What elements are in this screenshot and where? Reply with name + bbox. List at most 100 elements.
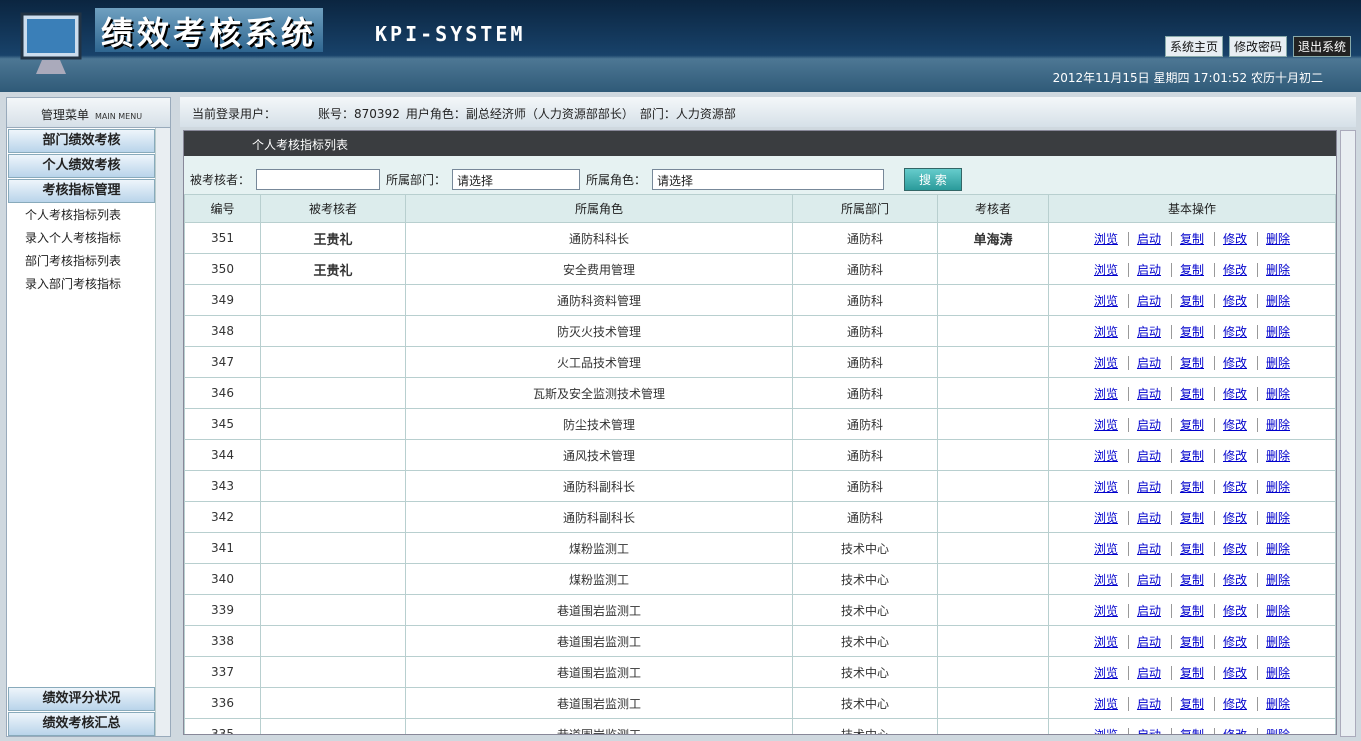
dept-select[interactable]: 请选择 [452, 168, 581, 190]
action-link[interactable]: 浏览 [1093, 417, 1118, 432]
action-link[interactable]: 启动 [1127, 479, 1161, 494]
action-link[interactable]: 修改 [1214, 231, 1248, 246]
action-link[interactable]: 启动 [1127, 417, 1161, 432]
action-link[interactable]: 复制 [1170, 417, 1204, 432]
action-link[interactable]: 浏览 [1093, 355, 1118, 370]
action-link[interactable]: 删除 [1257, 634, 1291, 649]
action-link[interactable]: 删除 [1257, 448, 1291, 463]
action-link[interactable]: 删除 [1257, 417, 1291, 432]
action-link[interactable]: 启动 [1127, 355, 1161, 370]
action-link[interactable]: 修改 [1214, 355, 1248, 370]
action-link[interactable]: 修改 [1214, 479, 1248, 494]
action-link[interactable]: 复制 [1170, 262, 1204, 277]
action-link[interactable]: 删除 [1257, 293, 1291, 308]
action-link[interactable]: 删除 [1257, 355, 1291, 370]
action-link[interactable]: 启动 [1127, 293, 1161, 308]
scrollbar[interactable] [1340, 130, 1356, 737]
menu-section[interactable]: 考核指标管理 [8, 179, 155, 203]
action-link[interactable]: 删除 [1257, 572, 1291, 587]
action-link[interactable]: 浏览 [1093, 634, 1118, 649]
action-link[interactable]: 修改 [1214, 293, 1248, 308]
search-button[interactable]: 搜 索 [904, 167, 962, 191]
action-link[interactable]: 修改 [1214, 417, 1248, 432]
menu-item[interactable]: 个人考核指标列表 [25, 208, 122, 222]
action-link[interactable]: 浏览 [1093, 324, 1118, 339]
action-link[interactable]: 启动 [1127, 262, 1161, 277]
menu-item[interactable]: 录入部门考核指标 [25, 277, 122, 291]
action-link[interactable]: 删除 [1257, 231, 1291, 246]
action-link[interactable]: 删除 [1257, 386, 1291, 401]
action-link[interactable]: 复制 [1170, 510, 1204, 525]
action-link[interactable]: 启动 [1127, 510, 1161, 525]
action-link[interactable]: 删除 [1257, 479, 1291, 494]
action-link[interactable]: 复制 [1170, 634, 1204, 649]
action-link[interactable]: 复制 [1170, 665, 1204, 680]
action-link[interactable]: 启动 [1127, 231, 1161, 246]
action-link[interactable]: 浏览 [1093, 603, 1118, 618]
home-link[interactable]: 系统主页 [1164, 36, 1223, 57]
menu-section[interactable]: 绩效评分状况 [8, 687, 155, 711]
action-link[interactable]: 删除 [1257, 603, 1291, 618]
action-link[interactable]: 修改 [1214, 386, 1248, 401]
action-link[interactable]: 删除 [1257, 665, 1291, 680]
action-link[interactable]: 修改 [1214, 603, 1248, 618]
action-link[interactable]: 删除 [1257, 541, 1291, 556]
action-link[interactable]: 浏览 [1093, 262, 1118, 277]
action-link[interactable]: 修改 [1214, 262, 1248, 277]
action-link[interactable]: 修改 [1214, 572, 1248, 587]
assessee-input[interactable] [256, 168, 381, 190]
action-link[interactable]: 复制 [1170, 603, 1204, 618]
action-link[interactable]: 修改 [1214, 324, 1248, 339]
action-link[interactable]: 浏览 [1093, 448, 1118, 463]
action-link[interactable]: 浏览 [1093, 386, 1118, 401]
action-link[interactable]: 修改 [1214, 448, 1248, 463]
action-link[interactable]: 复制 [1170, 231, 1204, 246]
action-link[interactable]: 复制 [1170, 696, 1204, 711]
action-link[interactable]: 复制 [1170, 541, 1204, 556]
action-link[interactable]: 修改 [1214, 727, 1248, 734]
action-link[interactable]: 复制 [1170, 293, 1204, 308]
menu-item[interactable]: 部门考核指标列表 [25, 254, 122, 268]
menu-section[interactable]: 个人绩效考核 [8, 154, 155, 178]
action-link[interactable]: 复制 [1170, 572, 1204, 587]
menu-section[interactable]: 绩效考核汇总 [8, 712, 155, 736]
action-link[interactable]: 删除 [1257, 696, 1291, 711]
action-link[interactable]: 浏览 [1093, 293, 1118, 308]
action-link[interactable]: 浏览 [1093, 696, 1118, 711]
sidebar-scrollbar[interactable] [155, 128, 170, 736]
action-link[interactable]: 启动 [1127, 696, 1161, 711]
action-link[interactable]: 修改 [1214, 541, 1248, 556]
action-link[interactable]: 浏览 [1093, 510, 1118, 525]
action-link[interactable]: 复制 [1170, 448, 1204, 463]
password-link[interactable]: 修改密码 [1228, 36, 1287, 57]
action-link[interactable]: 启动 [1127, 541, 1161, 556]
action-link[interactable]: 启动 [1127, 324, 1161, 339]
action-link[interactable]: 删除 [1257, 262, 1291, 277]
action-link[interactable]: 启动 [1127, 603, 1161, 618]
action-link[interactable]: 启动 [1127, 386, 1161, 401]
action-link[interactable]: 复制 [1170, 727, 1204, 734]
role-select[interactable]: 请选择 [652, 168, 885, 190]
action-link[interactable]: 浏览 [1093, 727, 1118, 735]
menu-section[interactable]: 部门绩效考核 [8, 129, 155, 153]
action-link[interactable]: 修改 [1214, 665, 1248, 680]
action-link[interactable]: 删除 [1257, 727, 1291, 734]
action-link[interactable]: 浏览 [1093, 479, 1118, 494]
action-link[interactable]: 浏览 [1093, 231, 1118, 246]
action-link[interactable]: 删除 [1257, 510, 1291, 525]
action-link[interactable]: 浏览 [1093, 572, 1118, 587]
action-link[interactable]: 复制 [1170, 324, 1204, 339]
action-link[interactable]: 删除 [1257, 324, 1291, 339]
action-link[interactable]: 修改 [1214, 634, 1248, 649]
action-link[interactable]: 浏览 [1093, 541, 1118, 556]
action-link[interactable]: 复制 [1170, 386, 1204, 401]
action-link[interactable]: 启动 [1127, 727, 1161, 734]
action-link[interactable]: 启动 [1127, 634, 1161, 649]
action-link[interactable]: 修改 [1214, 510, 1248, 525]
menu-item[interactable]: 录入个人考核指标 [25, 231, 122, 245]
action-link[interactable]: 启动 [1127, 572, 1161, 587]
logout-link[interactable]: 退出系统 [1292, 36, 1351, 57]
action-link[interactable]: 启动 [1127, 448, 1161, 463]
action-link[interactable]: 复制 [1170, 355, 1204, 370]
action-link[interactable]: 修改 [1214, 696, 1248, 711]
